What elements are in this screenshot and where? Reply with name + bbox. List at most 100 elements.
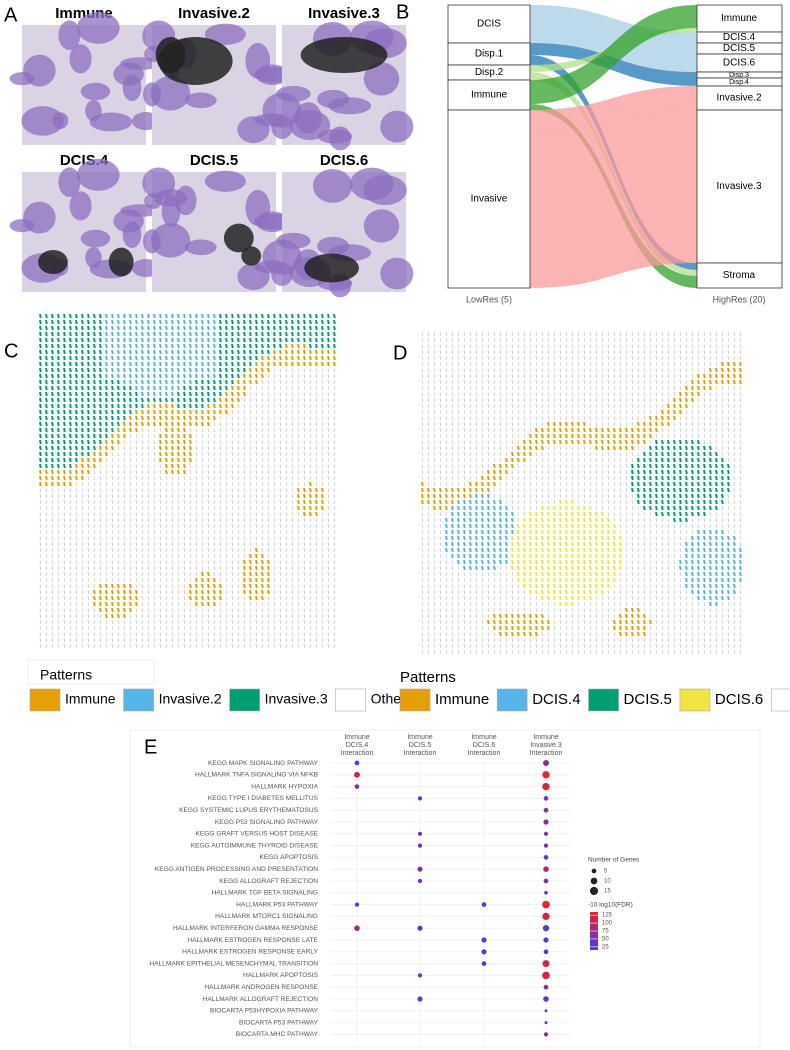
spot (602, 404, 603, 408)
spot (590, 410, 591, 414)
spot (280, 344, 281, 348)
spot (286, 542, 287, 546)
spot (668, 356, 669, 360)
spot (298, 500, 299, 504)
spot (52, 608, 53, 612)
spot (238, 356, 239, 360)
spot (440, 488, 441, 492)
spot (482, 428, 483, 432)
spot (256, 560, 257, 564)
spot (112, 560, 113, 564)
spot (166, 374, 167, 378)
spot (106, 584, 107, 588)
spot (578, 470, 579, 474)
spot (154, 470, 155, 474)
spot (196, 344, 197, 348)
spot (590, 404, 591, 408)
spot (82, 500, 83, 504)
spot (488, 392, 489, 396)
spot (202, 482, 203, 486)
spot (94, 620, 95, 624)
spot (160, 572, 161, 576)
spot (716, 464, 717, 468)
spot (172, 578, 173, 582)
spot (476, 344, 477, 348)
highlight-region (241, 246, 261, 265)
spot (76, 548, 77, 552)
spot (680, 404, 681, 408)
spot (614, 356, 615, 360)
spot (644, 374, 645, 378)
spot (166, 536, 167, 540)
spot (142, 512, 143, 516)
spot (698, 434, 699, 438)
spot (692, 440, 693, 444)
spot (428, 452, 429, 456)
spot (614, 548, 615, 552)
spot (136, 362, 137, 366)
spot (82, 338, 83, 342)
spot (656, 542, 657, 546)
spot (274, 440, 275, 444)
spot (250, 536, 251, 540)
spot (244, 380, 245, 384)
spot (464, 398, 465, 402)
spot (626, 386, 627, 390)
spot (548, 530, 549, 534)
spot (262, 542, 263, 546)
spot (656, 548, 657, 552)
spot (226, 536, 227, 540)
spot (292, 350, 293, 354)
spot (572, 344, 573, 348)
spot (136, 644, 137, 648)
spot (488, 362, 489, 366)
spot (196, 554, 197, 558)
spot (58, 368, 59, 372)
spot (620, 428, 621, 432)
spot (328, 404, 329, 408)
spot (220, 488, 221, 492)
spot (428, 506, 429, 510)
spot (620, 470, 621, 474)
spot (632, 380, 633, 384)
spot (554, 416, 555, 420)
spot (154, 350, 155, 354)
spot (476, 440, 477, 444)
spot (148, 314, 149, 318)
spot (668, 338, 669, 342)
spot (196, 482, 197, 486)
spot (304, 542, 305, 546)
spot (626, 464, 627, 468)
spot (548, 470, 549, 474)
spot (190, 530, 191, 534)
spot (428, 398, 429, 402)
spot (154, 428, 155, 432)
spot (202, 344, 203, 348)
spot (470, 410, 471, 414)
spot (334, 374, 335, 378)
spot (52, 440, 53, 444)
spot (734, 362, 735, 366)
spot (64, 632, 65, 636)
spot (190, 380, 191, 384)
spot (64, 392, 65, 396)
spot (46, 350, 47, 354)
spot (160, 500, 161, 504)
spot (476, 338, 477, 342)
spot (692, 500, 693, 504)
spot (76, 638, 77, 642)
spot (244, 488, 245, 492)
spot (106, 578, 107, 582)
spot (734, 380, 735, 384)
spot (142, 506, 143, 510)
spot (722, 464, 723, 468)
spot (208, 614, 209, 618)
spot (704, 554, 705, 558)
spot (316, 410, 317, 414)
spot (584, 512, 585, 516)
spot (572, 554, 573, 558)
spot (268, 386, 269, 390)
spot (46, 410, 47, 414)
spot (214, 344, 215, 348)
spot (644, 524, 645, 528)
